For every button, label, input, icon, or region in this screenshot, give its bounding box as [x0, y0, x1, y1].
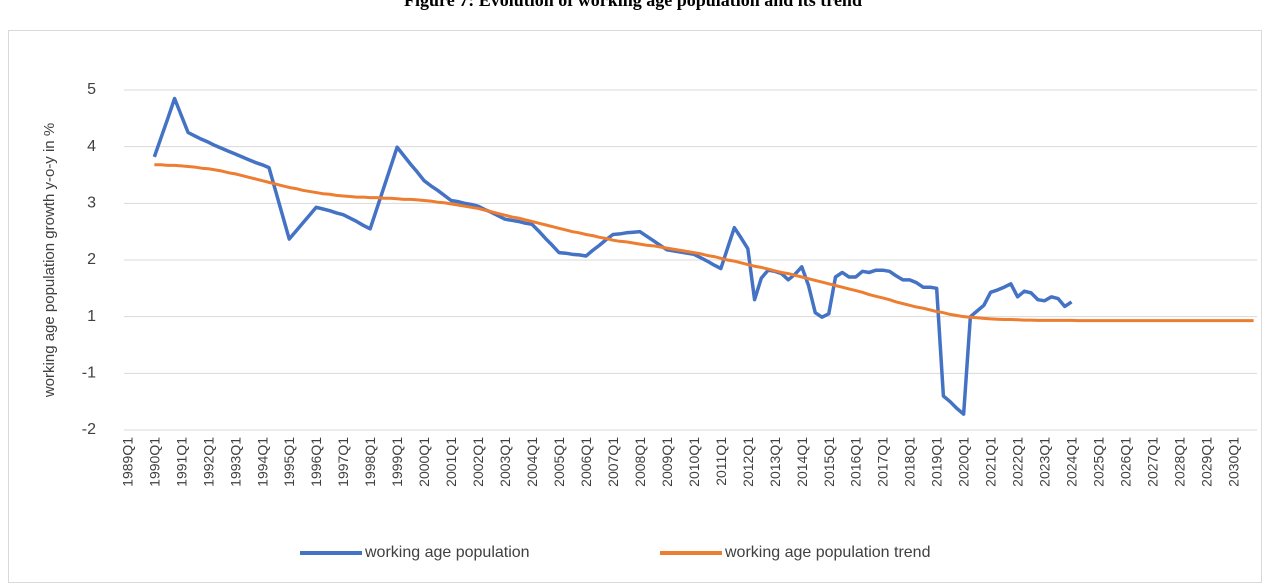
x-tick-label: 2026Q1 [1117, 437, 1133, 487]
x-tick-label: 2021Q1 [983, 437, 999, 487]
series-line [154, 163, 1254, 323]
x-tick-label: 2013Q1 [767, 437, 783, 487]
y-tick-label: 2 [87, 251, 96, 268]
x-tick-label: 1993Q1 [227, 437, 243, 487]
x-tick-label: 2027Q1 [1144, 437, 1160, 487]
x-tick-label: 2014Q1 [794, 437, 810, 487]
chart-title: Figure 7: Evolution of working age popul… [404, 0, 862, 10]
x-tick-label: 1997Q1 [335, 437, 351, 487]
x-tick-label: 2020Q1 [956, 437, 972, 487]
x-tick-label: 2029Q1 [1198, 437, 1214, 487]
y-tick-label: 1 [87, 308, 96, 325]
x-tick-label: 2015Q1 [821, 437, 837, 487]
y-tick-label: 5 [87, 81, 96, 98]
x-tick-label: 2004Q1 [524, 437, 540, 487]
x-tick-label: 2025Q1 [1091, 437, 1107, 487]
x-tick-label: 1991Q1 [173, 437, 189, 487]
y-tick-label: -1 [82, 365, 96, 382]
x-tick-label: 2024Q1 [1064, 437, 1080, 487]
x-tick-label: 1989Q1 [119, 437, 135, 487]
x-tick-label: 2028Q1 [1171, 437, 1187, 487]
x-tick-label: 2008Q1 [632, 437, 648, 487]
x-tick-label: 2002Q1 [470, 437, 486, 487]
x-tick-label: 1999Q1 [389, 437, 405, 487]
x-tick-label: 2030Q1 [1225, 437, 1241, 487]
chart-frame [8, 30, 1262, 583]
x-tick-label: 2012Q1 [740, 437, 756, 487]
x-tick-label: 2016Q1 [848, 437, 864, 487]
x-tick-label: 2011Q1 [713, 437, 729, 486]
x-tick-label: 2001Q1 [443, 437, 459, 487]
series-line [152, 96, 1073, 416]
y-axis-label: working age population growth y-o-y in % [41, 123, 58, 398]
y-tick-label: -2 [82, 421, 96, 438]
x-tick-label: 2010Q1 [686, 437, 702, 487]
x-tick-label: 1994Q1 [254, 437, 270, 487]
x-tick-label: 1996Q1 [308, 437, 324, 487]
legend-label: working age population trend [724, 544, 930, 561]
x-tick-label: 1990Q1 [146, 437, 162, 487]
x-tick-label: 2009Q1 [659, 437, 675, 487]
x-tick-label: 2007Q1 [605, 437, 621, 487]
x-tick-label: 2005Q1 [551, 437, 567, 487]
x-tick-label: 2022Q1 [1010, 437, 1026, 487]
x-tick-label: 2019Q1 [929, 437, 945, 487]
x-tick-label: 1995Q1 [281, 437, 297, 487]
x-tick-label: 2023Q1 [1037, 437, 1053, 487]
x-tick-label: 2003Q1 [497, 437, 513, 487]
y-tick-label: 3 [87, 195, 96, 212]
x-tick-label: 1998Q1 [362, 437, 378, 487]
x-tick-label: 2017Q1 [875, 437, 891, 487]
x-tick-label: 2006Q1 [578, 437, 594, 487]
x-tick-label: 1992Q1 [200, 437, 216, 487]
y-tick-label: 4 [87, 138, 96, 155]
x-tick-label: 2000Q1 [416, 437, 432, 487]
x-tick-label: 2018Q1 [902, 437, 918, 487]
legend-label: working age population [364, 544, 530, 561]
